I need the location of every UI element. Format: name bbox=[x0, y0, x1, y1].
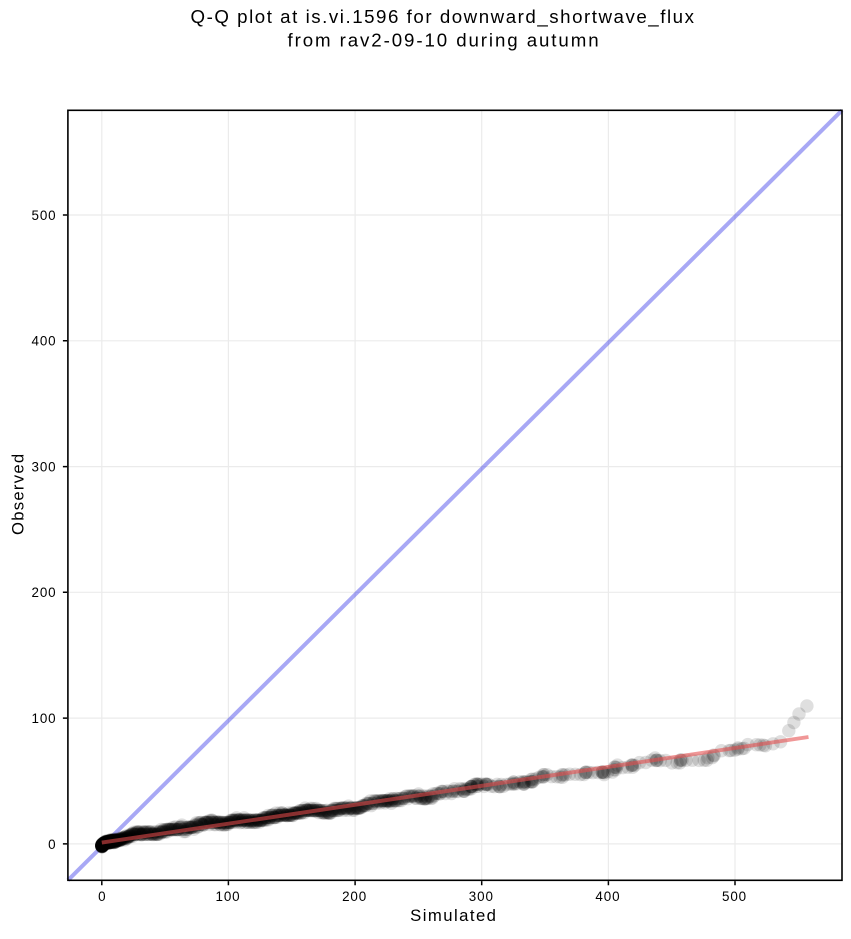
svg-text:0: 0 bbox=[48, 837, 55, 852]
svg-text:100: 100 bbox=[215, 889, 240, 904]
svg-text:from rav2-09-10 during autumn: from rav2-09-10 during autumn bbox=[288, 30, 601, 51]
svg-text:500: 500 bbox=[722, 889, 747, 904]
svg-text:0: 0 bbox=[98, 889, 105, 904]
svg-text:Simulated: Simulated bbox=[410, 906, 497, 925]
svg-text:300: 300 bbox=[31, 460, 56, 475]
svg-text:200: 200 bbox=[342, 889, 367, 904]
svg-text:300: 300 bbox=[469, 889, 494, 904]
svg-text:200: 200 bbox=[31, 585, 56, 600]
svg-text:400: 400 bbox=[595, 889, 620, 904]
svg-text:400: 400 bbox=[31, 334, 56, 349]
svg-text:Q-Q plot at is.vi.1596 for dow: Q-Q plot at is.vi.1596 for downward_shor… bbox=[191, 6, 696, 28]
svg-text:100: 100 bbox=[31, 711, 56, 726]
svg-text:Observed: Observed bbox=[9, 453, 28, 536]
svg-text:500: 500 bbox=[31, 208, 56, 223]
